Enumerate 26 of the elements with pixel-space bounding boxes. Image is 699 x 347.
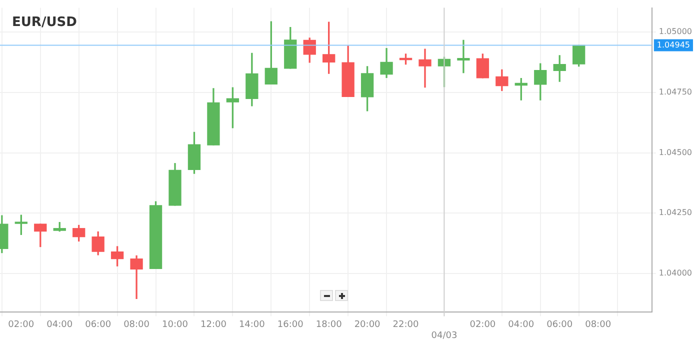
ref-line-label: 04/03 (431, 331, 458, 342)
x-tick-label: 22:00 (392, 320, 420, 330)
x-tick-label: 08:00 (585, 320, 612, 330)
x-tick-label: 02:00 (8, 320, 34, 330)
y-tick-label: 1.04500 (658, 148, 692, 157)
x-tick-label: 06:00 (546, 320, 573, 330)
x-tick-label: 10:00 (162, 320, 188, 330)
x-tick-label: 04:00 (46, 320, 73, 330)
x-tick-label: 04:00 (508, 320, 534, 330)
ref-line-label: 1.04945 (656, 40, 690, 50)
x-tick-label: 02:00 (470, 320, 496, 330)
x-tick-label: 20:00 (354, 320, 381, 330)
text: EUR/USD (12, 15, 78, 30)
candlestick (457, 40, 470, 74)
y-tick-label: 1.04000 (658, 268, 692, 278)
x-tick-label: 06:00 (85, 320, 112, 330)
y-tick-label: 1.04750 (658, 87, 692, 96)
x-tick-label: 14:00 (238, 320, 266, 330)
x-tick-label: 18:00 (316, 320, 342, 330)
x-tick-label: 16:00 (277, 320, 304, 330)
x-tick-label: 12:00 (200, 320, 227, 330)
x-tick-label: 08:00 (124, 320, 150, 330)
y-tick-label: 1.04250 (658, 208, 692, 218)
candlestick (130, 255, 143, 299)
y-tick-label: 1.05000 (658, 27, 692, 36)
candlestick (418, 48, 432, 88)
